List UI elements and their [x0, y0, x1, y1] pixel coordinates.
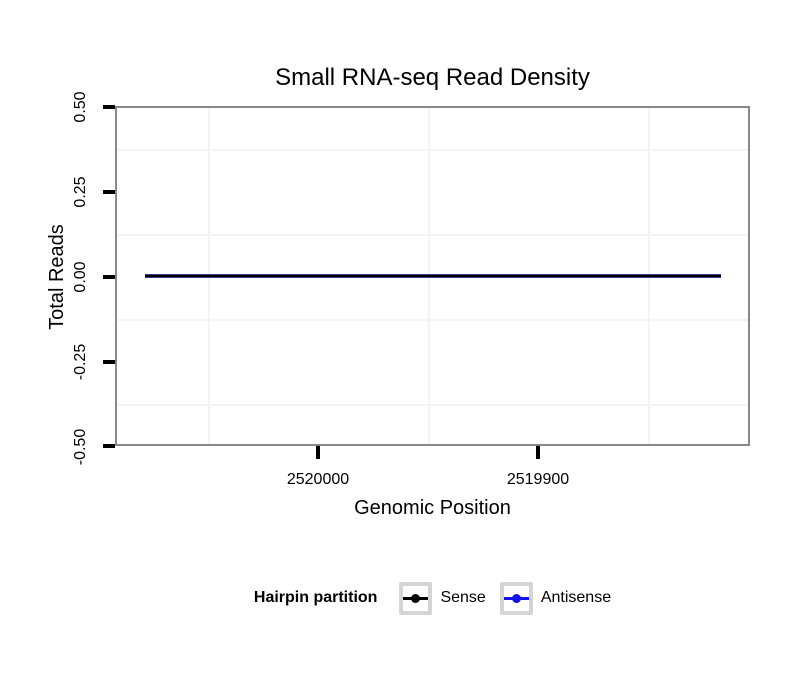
y-tick-label: -0.50 [72, 428, 89, 466]
legend-item-sense: Sense [399, 581, 486, 615]
x-tick-label: 2520000 [286, 471, 350, 488]
legend-title: Hairpin partition [253, 589, 378, 606]
legend: Hairpin partition Sense Antisense [115, 580, 750, 616]
x-tick-mark [536, 446, 540, 459]
y-tick-mark [103, 190, 115, 194]
minor-gridline-horizontal [117, 319, 748, 321]
y-tick-label: 0.25 [72, 176, 89, 208]
minor-gridline-horizontal [117, 404, 748, 406]
y-tick-mark [103, 105, 115, 109]
x-tick-mark [316, 446, 320, 459]
y-tick-mark [103, 360, 115, 364]
y-tick-label: 0.50 [72, 91, 89, 123]
y-tick-mark [103, 444, 115, 448]
y-tick-label: -0.25 [72, 343, 89, 381]
plot-panel [115, 106, 750, 446]
point-glyph-icon [511, 593, 521, 603]
minor-gridline-horizontal [117, 149, 748, 151]
y-tick-mark [103, 275, 115, 279]
legend-key-sense [399, 581, 433, 615]
legend-key-antisense [499, 581, 533, 615]
x-axis-title: Genomic Position [354, 497, 511, 519]
series-line-sense-antisense-overlap [145, 274, 721, 278]
y-axis-title: Total Reads [46, 224, 68, 330]
minor-gridline-horizontal [117, 234, 748, 236]
chart-title: Small RNA-seq Read Density [275, 64, 590, 91]
legend-item-antisense: Antisense [499, 581, 612, 615]
legend-label-antisense: Antisense [540, 589, 612, 606]
y-tick-label: 0.00 [72, 261, 89, 293]
legend-label-sense: Sense [440, 589, 486, 606]
point-glyph-icon [411, 593, 421, 603]
x-tick-label: 2519900 [506, 471, 570, 488]
